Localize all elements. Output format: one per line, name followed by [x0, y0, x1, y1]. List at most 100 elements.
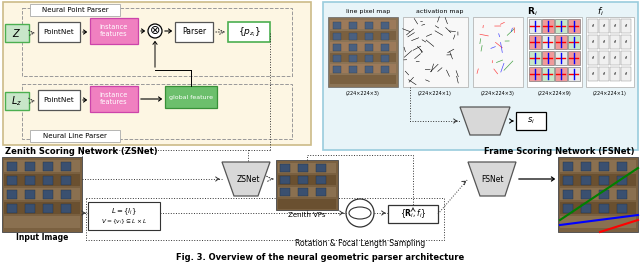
Bar [542, 67, 554, 81]
Bar [388, 205, 438, 223]
Text: Frame Scoring Network (FSNet): Frame Scoring Network (FSNet) [484, 147, 635, 157]
Bar [278, 175, 336, 185]
Bar [621, 35, 631, 49]
Bar [529, 67, 541, 81]
Bar [175, 22, 213, 42]
Bar [298, 188, 308, 196]
Text: $f_i$: $f_i$ [596, 6, 604, 18]
Bar [599, 162, 609, 171]
Bar [617, 204, 627, 213]
Text: Neural Point Parser: Neural Point Parser [42, 7, 108, 13]
Text: instance: instance [100, 24, 128, 30]
Text: Rotation & Focal Length Sampling: Rotation & Focal Length Sampling [295, 239, 425, 249]
Bar [617, 162, 627, 171]
Bar [599, 190, 609, 199]
Bar [563, 190, 573, 199]
Text: $f_i$: $f_i$ [624, 22, 628, 30]
Circle shape [148, 24, 162, 38]
Bar [280, 176, 290, 184]
Bar [555, 35, 567, 49]
Bar [560, 216, 636, 228]
Bar [349, 55, 357, 62]
Text: (224×224×3): (224×224×3) [481, 90, 515, 95]
Text: PointNet: PointNet [44, 97, 74, 103]
Bar [61, 204, 71, 213]
Bar [328, 17, 398, 87]
Text: $f_i$: $f_i$ [613, 38, 617, 46]
Bar [7, 176, 17, 185]
Bar [278, 163, 336, 173]
Bar [381, 33, 389, 40]
Text: $f_i$: $f_i$ [602, 54, 606, 62]
Text: Zenith Scoring Network (ZSNet): Zenith Scoring Network (ZSNet) [5, 147, 157, 157]
Bar [349, 22, 357, 29]
Text: $\otimes$: $\otimes$ [149, 24, 161, 37]
Text: $f_i$: $f_i$ [602, 22, 606, 30]
Bar [563, 162, 573, 171]
Bar [4, 188, 80, 200]
Bar [558, 157, 638, 232]
Bar [323, 2, 638, 150]
Bar [588, 19, 598, 33]
Bar [25, 204, 35, 213]
Bar [529, 51, 541, 65]
Bar [381, 66, 389, 73]
Bar [365, 22, 373, 29]
Text: $V=\{v_i\}\subseteq L\times L$: $V=\{v_i\}\subseteq L\times L$ [101, 218, 147, 226]
Bar [365, 66, 373, 73]
Text: features: features [100, 99, 128, 105]
Text: ZSNet: ZSNet [236, 175, 260, 183]
Bar [349, 33, 357, 40]
Bar [542, 19, 554, 33]
Bar [529, 35, 541, 49]
Text: $f_i$: $f_i$ [613, 70, 617, 78]
Bar [586, 17, 634, 87]
Ellipse shape [349, 207, 371, 219]
Bar [330, 31, 396, 40]
Bar [333, 66, 341, 73]
Text: line pixel map: line pixel map [346, 9, 390, 15]
Bar [403, 17, 468, 87]
Bar [621, 51, 631, 65]
Bar [516, 112, 546, 130]
Bar [3, 2, 311, 145]
Bar [5, 24, 29, 42]
Bar [568, 35, 580, 49]
Bar [560, 202, 636, 214]
Text: $f_i$: $f_i$ [613, 22, 617, 30]
Text: $f_i$: $f_i$ [613, 54, 617, 62]
Bar [38, 90, 80, 110]
Bar [365, 44, 373, 51]
Text: $\{\mathbf{R}_i, f_i\}$: $\{\mathbf{R}_i, f_i\}$ [399, 208, 426, 220]
Bar [349, 44, 357, 51]
Bar [43, 204, 53, 213]
Bar [165, 86, 217, 108]
Bar [555, 51, 567, 65]
Bar [90, 86, 138, 112]
Bar [22, 8, 292, 76]
Text: (224×224×9): (224×224×9) [537, 90, 571, 95]
Text: $L=\{l_i\}$: $L=\{l_i\}$ [111, 207, 137, 217]
Bar [581, 204, 591, 213]
Bar [43, 190, 53, 199]
Text: $s_i$: $s_i$ [527, 116, 535, 126]
Bar [563, 204, 573, 213]
Bar [365, 55, 373, 62]
Bar [38, 22, 80, 42]
Text: (224×224×3): (224×224×3) [346, 90, 380, 95]
Bar [529, 19, 541, 33]
Text: $f_i$: $f_i$ [591, 54, 595, 62]
Bar [527, 17, 582, 87]
Bar [381, 55, 389, 62]
Text: $L_z$: $L_z$ [12, 94, 22, 108]
Bar [555, 67, 567, 81]
Bar [617, 176, 627, 185]
Text: Neural Line Parser: Neural Line Parser [43, 133, 107, 139]
Bar [25, 162, 35, 171]
Bar [610, 19, 620, 33]
Bar [568, 67, 580, 81]
Bar [30, 4, 120, 16]
Bar [588, 51, 598, 65]
Bar [599, 51, 609, 65]
Bar [330, 75, 396, 84]
